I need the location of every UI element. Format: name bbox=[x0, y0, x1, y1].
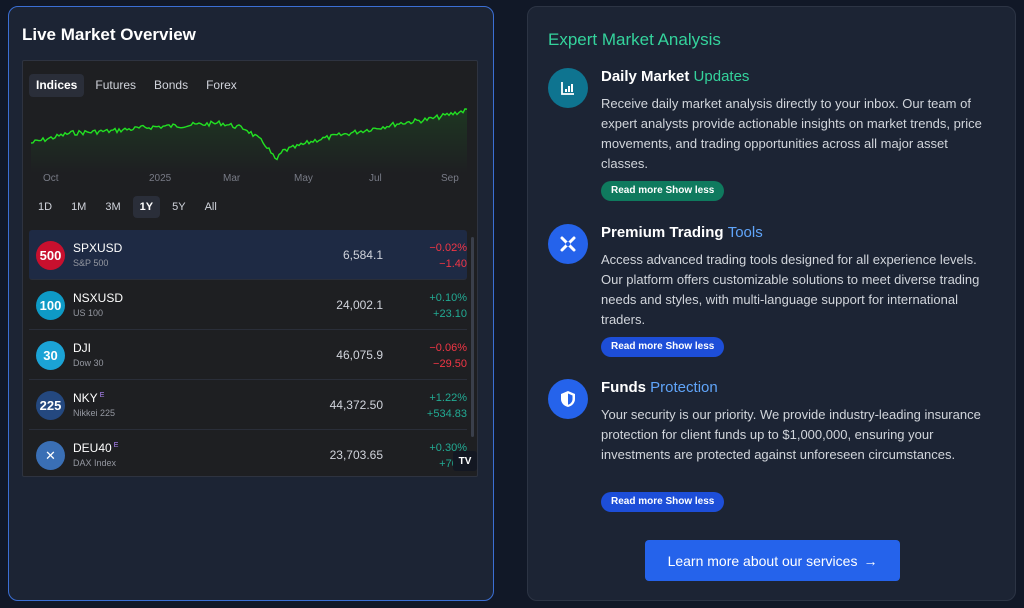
feature-description: Access advanced trading tools designed f… bbox=[601, 252, 980, 327]
change-percent: +0.10% bbox=[429, 292, 467, 304]
symbol-row-dji[interactable]: 30 DJI Dow 30 46,075.9 −0.06% −29.50 bbox=[29, 330, 467, 380]
symbol-change: +0.10% +23.10 bbox=[429, 290, 467, 322]
symbol-change: +1.22% +534.83 bbox=[427, 390, 467, 422]
read-more-toggle[interactable]: Read more Show less bbox=[601, 181, 725, 201]
tab-forex[interactable]: Forex bbox=[206, 78, 237, 92]
change-percent: +1.22% bbox=[429, 392, 467, 404]
range-1m[interactable]: 1M bbox=[71, 201, 87, 213]
range-3m[interactable]: 3M bbox=[105, 201, 121, 213]
x-tick-label: Jul bbox=[369, 173, 382, 184]
feature-daily-updates: Daily Market Updates Receive daily marke… bbox=[548, 68, 998, 208]
range-1d[interactable]: 1D bbox=[38, 201, 53, 213]
exchange-mark: E bbox=[113, 442, 119, 449]
symbol-name: NKY E bbox=[73, 391, 105, 405]
market-overview-title: Live Market Overview bbox=[22, 25, 196, 44]
arrow-right-icon: → bbox=[863, 552, 878, 569]
change-absolute: +23.10 bbox=[433, 308, 467, 320]
symbol-price: 24,002.1 bbox=[336, 298, 383, 312]
tradingview-logo-icon[interactable]: TV bbox=[453, 451, 477, 471]
symbol-price: 23,703.65 bbox=[329, 448, 383, 462]
range-all[interactable]: All bbox=[204, 201, 217, 213]
market-tabs: Indices Futures Bonds Forex bbox=[29, 74, 244, 97]
x-tick-label: Sep bbox=[441, 173, 459, 184]
symbol-badge: 500 bbox=[36, 241, 65, 270]
feature-title: Premium Trading Tools bbox=[601, 224, 763, 241]
change-absolute: +534.83 bbox=[426, 408, 467, 420]
symbol-row-spxusd[interactable]: 500 SPXUSD S&P 500 6,584.1 −0.02% −1.40 bbox=[29, 230, 467, 280]
learn-more-button[interactable]: Learn more about our services → bbox=[645, 540, 900, 581]
read-more-toggle[interactable]: Read more Show less bbox=[601, 492, 725, 512]
tab-indices[interactable]: Indices bbox=[29, 74, 85, 97]
feature-description: Receive daily market analysis directly t… bbox=[601, 96, 982, 171]
symbol-badge: 225 bbox=[36, 391, 65, 420]
market-overview-card: Live Market Overview Indices Futures Bon… bbox=[8, 6, 494, 601]
feature-title: Funds Protection bbox=[601, 379, 718, 396]
x-tick-label: May bbox=[294, 173, 313, 184]
read-more-toggle[interactable]: Read more Show less bbox=[601, 337, 725, 357]
symbol-badge: 100 bbox=[36, 291, 65, 320]
tools-icon bbox=[548, 224, 588, 264]
feature-description: Your security is our priority. We provid… bbox=[601, 407, 981, 462]
symbol-badge: ✕ bbox=[36, 441, 65, 470]
symbol-description: Nikkei 225 bbox=[73, 408, 116, 418]
symbol-row-nsxusd[interactable]: 100 NSXUSD US 100 24,002.1 +0.10% +23.10 bbox=[29, 280, 467, 330]
tab-bonds[interactable]: Bonds bbox=[154, 78, 189, 92]
range-selector: 1D 1M 3M 1Y 5Y All bbox=[31, 196, 224, 218]
x-tick-label: 2025 bbox=[149, 173, 172, 184]
symbol-description: S&P 500 bbox=[73, 258, 109, 268]
symbol-list: 500 SPXUSD S&P 500 6,584.1 −0.02% −1.40 … bbox=[29, 230, 467, 476]
range-5y[interactable]: 5Y bbox=[172, 201, 186, 213]
symbol-name: NSXUSD bbox=[73, 291, 124, 305]
symbol-name: SPXUSD bbox=[73, 241, 123, 255]
x-tick-label: Mar bbox=[223, 173, 241, 184]
symbol-description: DAX Index bbox=[73, 458, 117, 468]
expert-analysis-card: Expert Market Analysis Daily Market Upda… bbox=[527, 6, 1016, 601]
market-widget: Indices Futures Bonds Forex Oct 2025 Mar… bbox=[22, 60, 478, 477]
learn-more-label: Learn more about our services bbox=[667, 552, 858, 569]
x-tick-label: Oct bbox=[43, 173, 59, 184]
feature-funds-protection: Funds Protection Your security is our pr… bbox=[548, 379, 998, 519]
x-axis: Oct 2025 Mar May Jul Sep bbox=[23, 173, 477, 187]
tab-futures[interactable]: Futures bbox=[95, 78, 137, 92]
symbol-description: Dow 30 bbox=[73, 358, 104, 368]
symbol-name: DJI bbox=[73, 341, 91, 355]
symbol-description: US 100 bbox=[73, 308, 104, 318]
symbol-change: −0.02% −1.40 bbox=[429, 240, 467, 272]
symbol-price: 46,075.9 bbox=[336, 348, 383, 362]
symbol-change: −0.06% −29.50 bbox=[429, 340, 467, 372]
list-scrollbar[interactable] bbox=[471, 237, 474, 437]
symbol-row-nky[interactable]: 225 NKY E Nikkei 225 44,372.50 +1.22% +53… bbox=[29, 380, 467, 430]
change-percent: −0.02% bbox=[429, 242, 467, 254]
price-chart[interactable] bbox=[23, 101, 478, 211]
symbol-price: 44,372.50 bbox=[329, 398, 383, 412]
range-1y[interactable]: 1Y bbox=[132, 196, 161, 218]
chart-line bbox=[30, 108, 468, 161]
feature-title: Daily Market Updates bbox=[601, 68, 750, 85]
change-percent: −0.06% bbox=[429, 342, 467, 354]
symbol-badge: 30 bbox=[36, 341, 65, 370]
chart-area bbox=[31, 108, 467, 173]
expert-analysis-title: Expert Market Analysis bbox=[548, 30, 721, 49]
shield-icon bbox=[548, 379, 588, 419]
symbol-price: 6,584.1 bbox=[342, 248, 383, 262]
change-absolute: −29.50 bbox=[433, 358, 467, 370]
exchange-mark: E bbox=[99, 392, 105, 399]
feature-trading-tools: Premium Trading Tools Access advanced tr… bbox=[548, 224, 998, 364]
change-absolute: −1.40 bbox=[439, 258, 467, 270]
symbol-name: DEU40 E bbox=[73, 441, 119, 455]
chart-icon bbox=[548, 68, 588, 108]
